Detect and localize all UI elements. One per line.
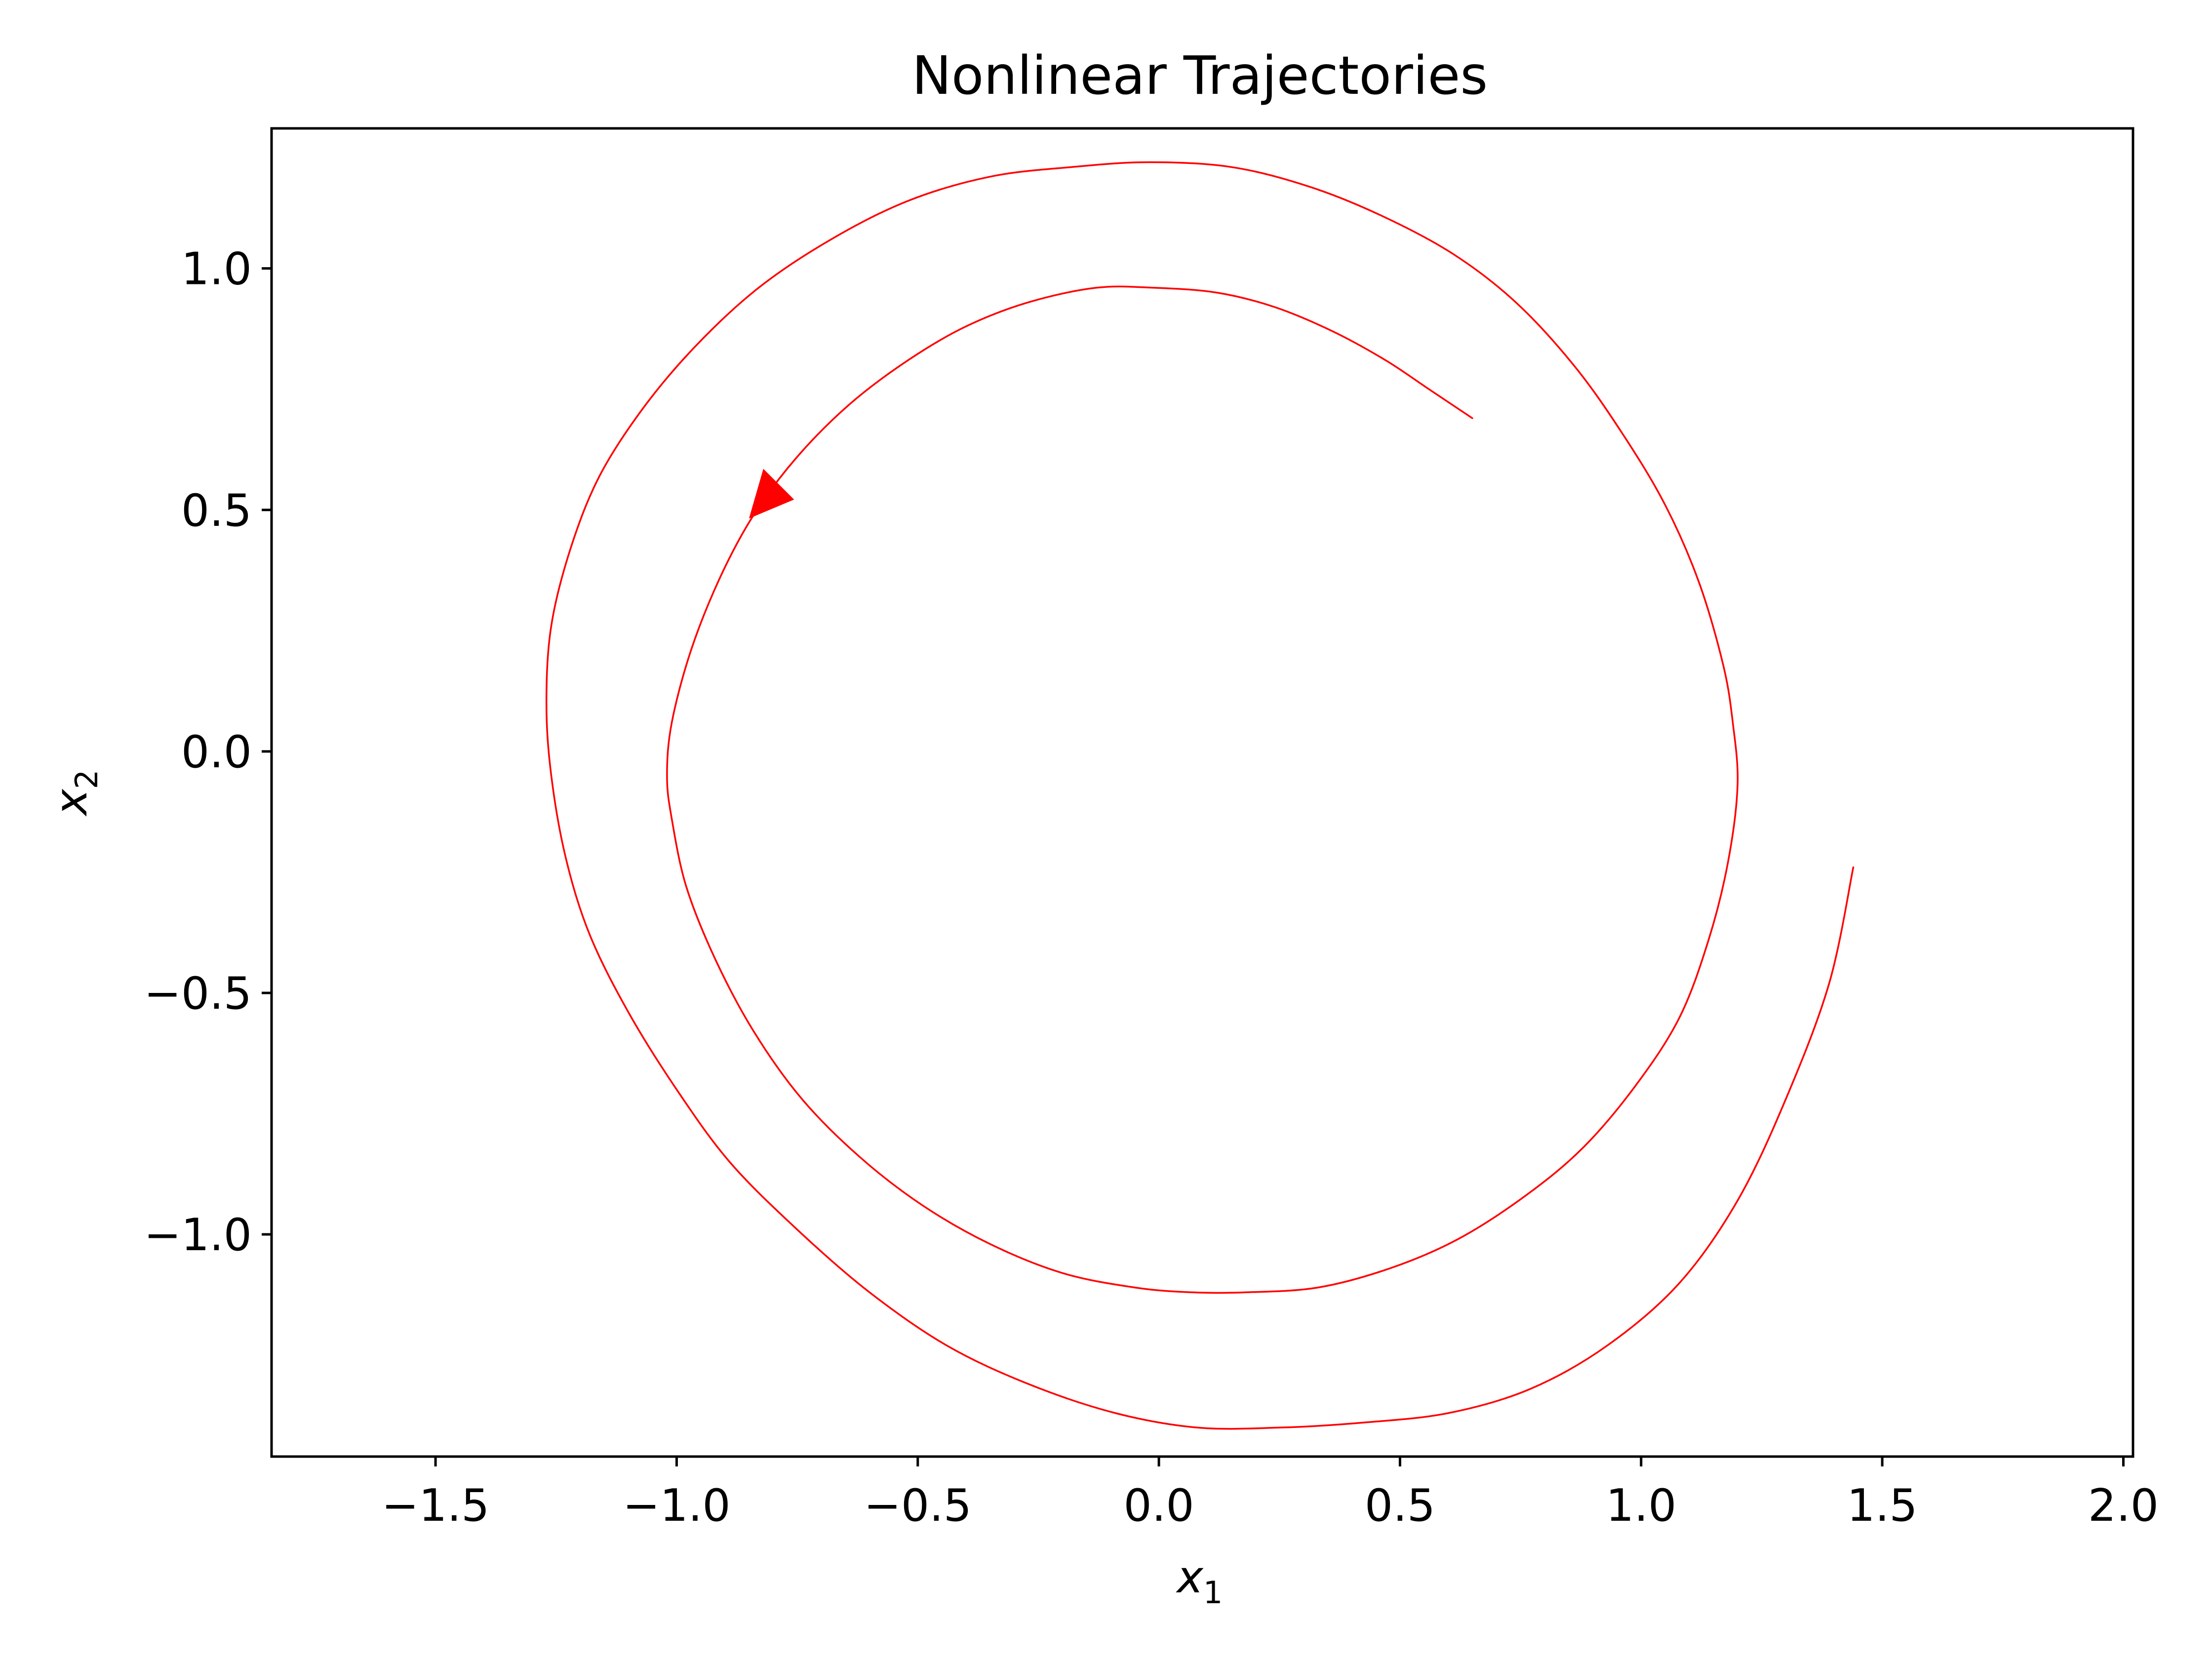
series-layer bbox=[545, 161, 1855, 1430]
direction-arrow-marker bbox=[749, 469, 794, 519]
x-tick-label: 0.5 bbox=[1365, 1480, 1435, 1532]
y-tick-label: 0.0 bbox=[181, 726, 252, 778]
y-axis-label-base: x bbox=[45, 788, 97, 817]
y-tick-label: 1.0 bbox=[181, 243, 252, 295]
y-tick-label: −0.5 bbox=[144, 968, 252, 1020]
x-tick-label: −1.0 bbox=[623, 1480, 731, 1532]
x-tick-label: 1.0 bbox=[1606, 1480, 1676, 1532]
x-tick-label: −0.5 bbox=[864, 1480, 972, 1532]
x-axis-ticks: −1.5 −1.0 −0.5 0.0 0.5 1.0 1.5 2.0 bbox=[382, 1457, 2159, 1532]
y-axis-label: x2 bbox=[45, 770, 105, 817]
x-axis-label-base: x bbox=[1176, 1551, 1204, 1603]
y-axis-label-subscript: 2 bbox=[69, 770, 105, 789]
y-tick-label: 0.5 bbox=[181, 485, 252, 537]
chart-title: Nonlinear Trajectories bbox=[912, 45, 1488, 107]
trajectory-line bbox=[545, 161, 1855, 1430]
x-tick-label: 2.0 bbox=[2088, 1480, 2159, 1532]
y-tick-label: −1.0 bbox=[144, 1209, 252, 1261]
axes-frame bbox=[270, 127, 2134, 1458]
y-axis-ticks: −1.0 −0.5 0.0 0.5 1.0 bbox=[144, 243, 272, 1261]
plot-area bbox=[270, 127, 2134, 1458]
x-tick-label: −1.5 bbox=[382, 1480, 490, 1532]
x-axis-label-subscript: 1 bbox=[1203, 1575, 1223, 1611]
x-tick-label: 1.5 bbox=[1847, 1480, 1918, 1532]
x-tick-label: 0.0 bbox=[1124, 1480, 1194, 1532]
x-axis-label: x1 bbox=[1176, 1551, 1223, 1611]
